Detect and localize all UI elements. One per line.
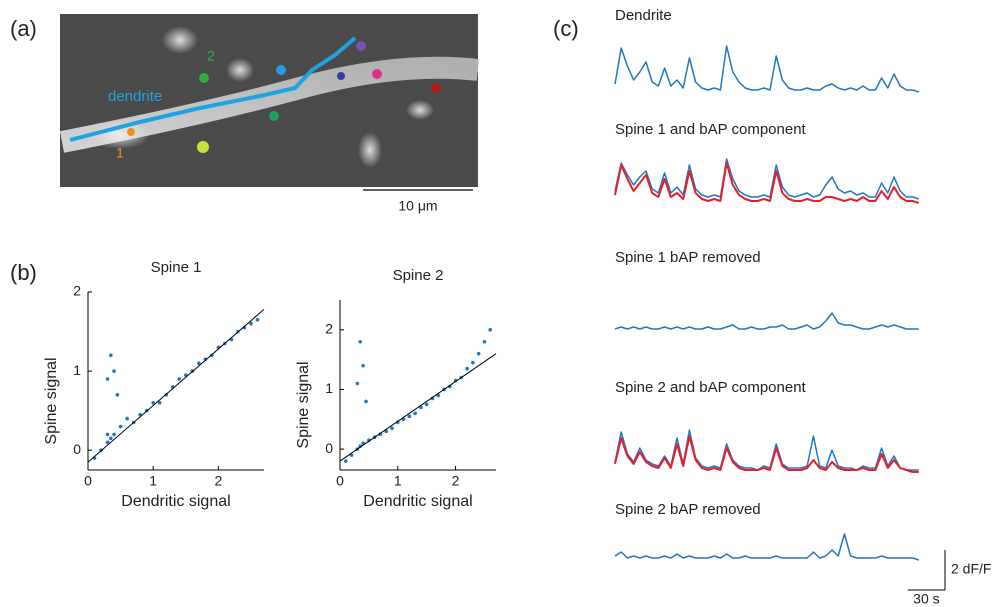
point <box>115 393 120 397</box>
point <box>390 426 394 431</box>
y-axis-label: Spine signal <box>43 357 60 444</box>
y-axis-label: Spine signal <box>295 361 312 448</box>
point <box>118 424 123 429</box>
y-tick-label: 2 <box>73 283 81 299</box>
trace <box>614 45 920 93</box>
trace <box>614 162 920 204</box>
x-tick-label: 1 <box>149 473 157 489</box>
point <box>482 339 487 344</box>
point <box>177 377 182 381</box>
y-tick-label: 1 <box>73 362 81 378</box>
image-label: 1 <box>116 145 124 161</box>
point <box>125 416 129 421</box>
point <box>471 360 475 365</box>
point <box>197 361 201 366</box>
point <box>105 440 110 445</box>
x-axis-label: Dendritic signal <box>121 493 230 510</box>
panel-label: (b) <box>10 260 37 285</box>
point <box>249 321 253 326</box>
panel-label: (a) <box>10 16 37 41</box>
micrograph: dendrite 1 2 <box>59 14 480 187</box>
point <box>109 353 113 358</box>
point <box>361 363 365 368</box>
x-tick-label: 1 <box>394 473 402 489</box>
point <box>255 317 260 322</box>
point <box>465 366 469 371</box>
trace <box>614 429 919 471</box>
x-tick-label: 0 <box>84 473 92 489</box>
scale-bar-label: 10 μm <box>398 198 437 214</box>
point <box>355 381 360 386</box>
fit-line <box>339 353 497 462</box>
trace-title: Spine 2 and bAP component <box>615 379 807 396</box>
point <box>112 369 116 373</box>
x-tick-label: 0 <box>336 473 344 489</box>
trace-title: Spine 1 and bAP component <box>615 121 807 138</box>
point <box>151 400 155 405</box>
point <box>476 351 481 356</box>
x-scale-label: 30 s <box>913 591 939 607</box>
image-label: dendrite <box>108 88 162 105</box>
x-axis-label: Dendritic signal <box>363 493 472 510</box>
point <box>343 459 348 463</box>
point <box>407 414 412 419</box>
trace-title: Dendrite <box>615 7 672 24</box>
chart-title: Spine 2 <box>393 267 444 284</box>
point <box>105 377 110 381</box>
y-tick-label: 1 <box>325 380 333 396</box>
y-scale-label: 2 dF/F <box>951 561 991 577</box>
trace-title: Spine 2 bAP removed <box>615 501 761 518</box>
point <box>112 432 116 437</box>
y-tick-label: 0 <box>325 440 333 456</box>
x-tick-label: 2 <box>214 473 222 489</box>
point <box>358 339 363 344</box>
point <box>105 432 110 437</box>
x-tick-label: 2 <box>452 473 460 489</box>
chart-title: Spine 1 <box>151 259 202 276</box>
trace <box>614 158 920 200</box>
point <box>109 436 113 441</box>
y-tick-label: 0 <box>73 441 81 457</box>
trace <box>614 312 919 330</box>
fit-line <box>87 309 265 463</box>
trace <box>614 435 919 473</box>
y-tick-label: 2 <box>325 321 333 337</box>
point <box>157 400 162 405</box>
trace-title: Spine 1 bAP removed <box>615 249 761 266</box>
image-label: 2 <box>207 48 215 64</box>
point <box>424 402 429 407</box>
trace <box>614 533 920 561</box>
point <box>413 411 417 416</box>
point <box>364 399 368 404</box>
point <box>488 328 493 332</box>
panel-label: (c) <box>553 16 579 41</box>
